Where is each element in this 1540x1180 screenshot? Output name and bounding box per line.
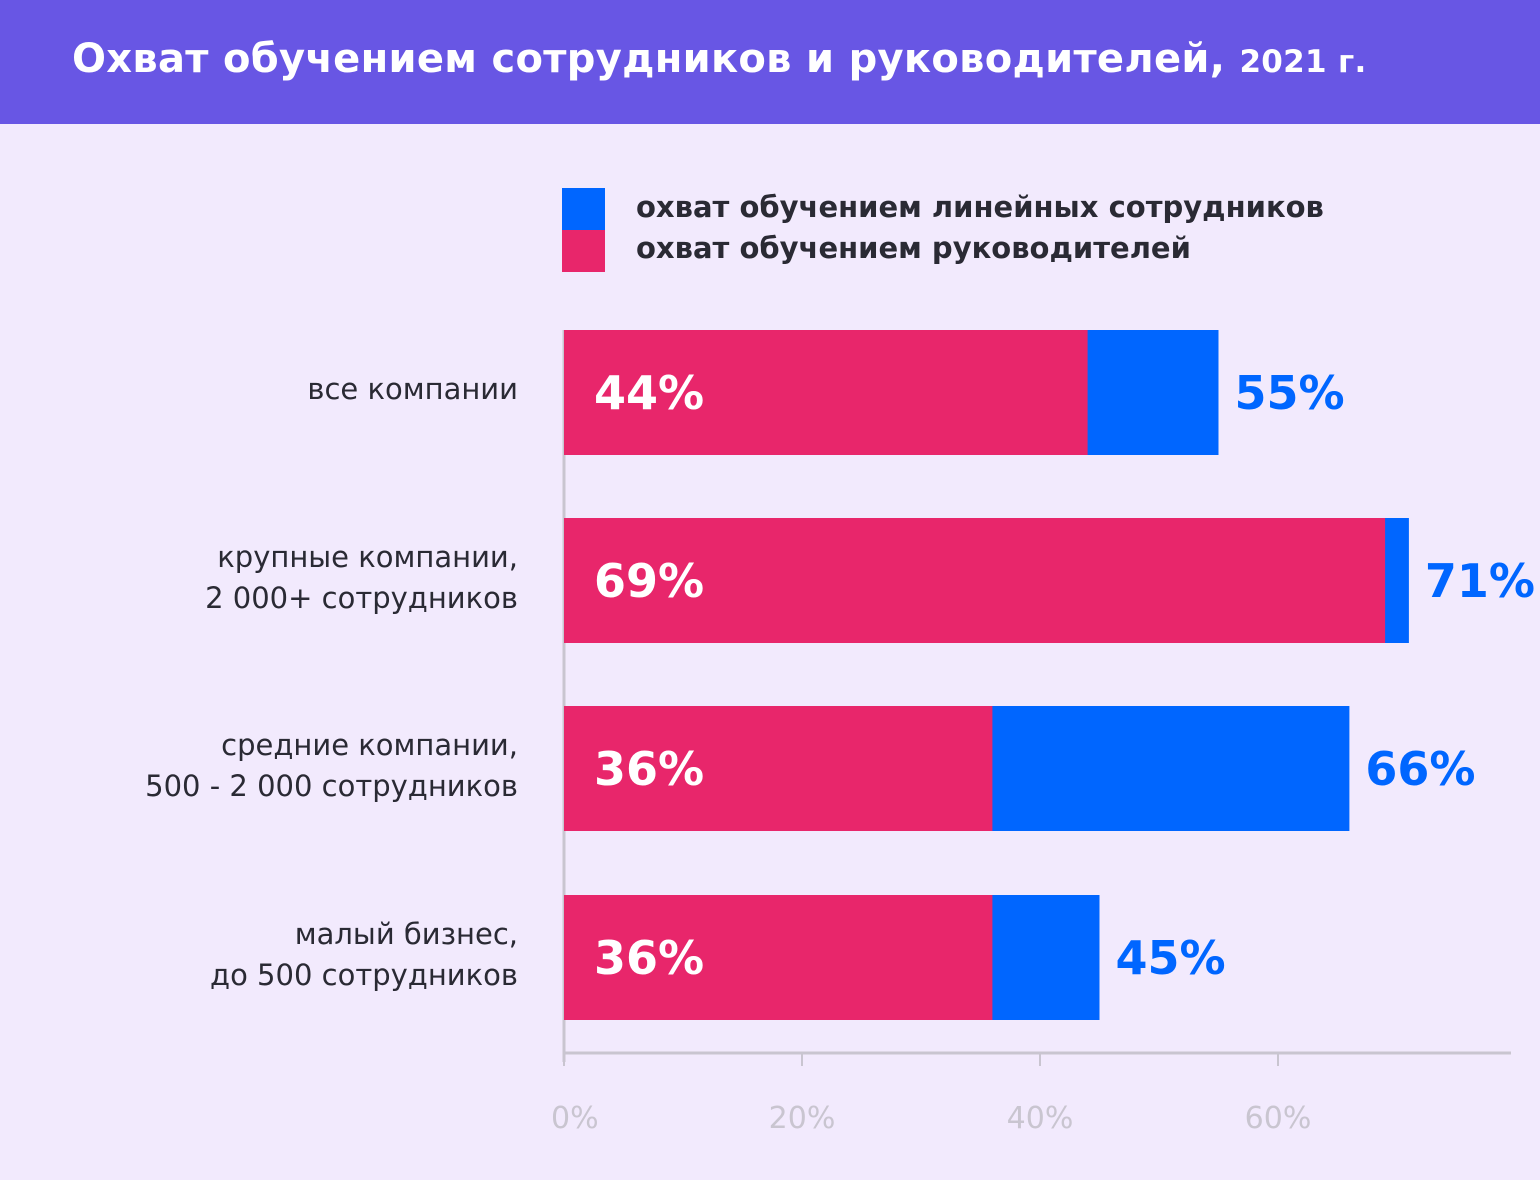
category-label-line: все компании <box>307 372 518 406</box>
x-tick-label: 60% <box>1245 1101 1312 1136</box>
category-label: крупные компании, 2 000+ сотрудников <box>205 537 518 619</box>
data-label-managers: 36% <box>594 931 704 985</box>
legend-swatch-managers <box>562 230 605 272</box>
bar-managers <box>564 895 993 1020</box>
header-bar: Охват обучением сотрудников и руководите… <box>0 0 1540 124</box>
category-label-line: 2 000+ сотрудников <box>205 580 518 615</box>
category-label-line: 500 - 2 000 сотрудников <box>145 768 518 803</box>
category-label-line: малый бизнес, <box>294 916 518 951</box>
data-label-line-staff: 66% <box>1365 742 1475 796</box>
category-label: малый бизнес, до 500 сотрудников <box>210 914 518 996</box>
title-text: Охват обучением сотрудников и руководите… <box>72 36 1226 82</box>
data-label-managers: 44% <box>594 366 704 420</box>
data-label-managers: 36% <box>594 742 704 796</box>
x-tick-label: 40% <box>1007 1101 1074 1136</box>
title-year: 2021 г. <box>1239 44 1367 80</box>
chart-title: Охват обучением сотрудников и руководите… <box>72 36 1367 82</box>
data-label-managers: 69% <box>594 554 704 608</box>
data-label-line-staff: 55% <box>1235 366 1345 420</box>
legend-swatch-line-staff <box>562 188 605 230</box>
data-label-line-staff: 71% <box>1425 554 1535 608</box>
bar-managers <box>564 706 993 831</box>
data-label-line-staff: 45% <box>1116 931 1226 985</box>
category-label: средние компании, 500 - 2 000 сотрудников <box>145 725 518 807</box>
category-label-line: средние компании, <box>221 727 518 762</box>
category-label-line: крупные компании, <box>217 539 518 574</box>
category-label: все компании <box>307 369 518 410</box>
x-tick-label: 20% <box>769 1101 836 1136</box>
legend-label-line-staff: охват обучением линейных сотрудников <box>636 190 1324 224</box>
x-tick-label: 0% <box>551 1101 599 1136</box>
category-label-line: до 500 сотрудников <box>210 957 518 992</box>
bar-managers <box>564 330 1088 455</box>
legend-label-managers: охват обучением руководителей <box>636 231 1191 265</box>
bar-managers <box>564 518 1386 643</box>
